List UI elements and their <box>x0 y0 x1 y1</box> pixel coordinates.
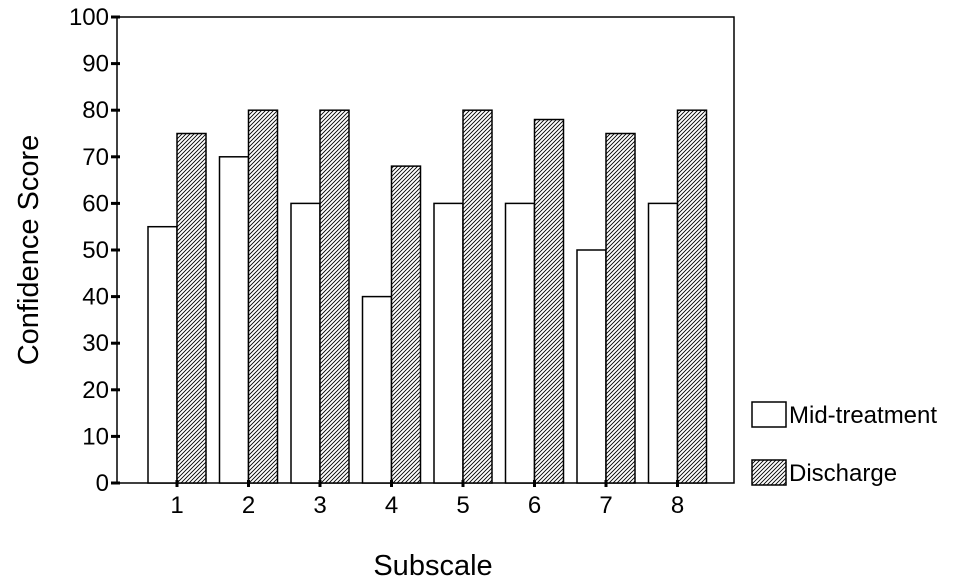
bar-mid-treatment-8 <box>647 202 679 484</box>
legend-swatch-discharge <box>751 459 787 486</box>
x-tick-label-8: 8 <box>671 492 684 519</box>
bar-discharge-8 <box>676 109 708 484</box>
x-tick-label-5: 5 <box>456 492 469 519</box>
bar-discharge-4 <box>390 165 422 484</box>
bar-mid-treatment-3 <box>290 202 321 484</box>
bar-mid-treatment-2 <box>218 156 250 484</box>
legend-swatch-mid-treatment <box>751 401 787 428</box>
bar-discharge-2 <box>247 109 279 484</box>
y-tick-label-60: 60 <box>82 190 109 217</box>
y-tick-label-20: 20 <box>82 377 109 404</box>
bar-discharge-1 <box>176 132 207 484</box>
bar-mid-treatment-7 <box>576 249 607 484</box>
bar-mid-treatment-1 <box>147 225 178 484</box>
y-tick-label-50: 50 <box>82 237 109 264</box>
y-tick-label-90: 90 <box>82 51 109 78</box>
x-tick-label-2: 2 <box>242 492 255 519</box>
x-tick-label-7: 7 <box>599 492 612 519</box>
x-tick-label-3: 3 <box>313 492 326 519</box>
x-tick-label-1: 1 <box>170 492 183 519</box>
y-tick-label-10: 10 <box>82 423 109 450</box>
y-tick-label-70: 70 <box>82 144 109 171</box>
legend: Mid-treatment Discharge <box>751 401 937 487</box>
bar-mid-treatment-6 <box>504 202 536 484</box>
y-tick-label-30: 30 <box>82 330 109 357</box>
legend-label-discharge: Discharge <box>789 460 897 487</box>
bar-mid-treatment-4 <box>361 295 393 484</box>
plot-area-frame <box>116 16 735 484</box>
y-tick-label-40: 40 <box>82 284 109 311</box>
bar-discharge-7 <box>605 132 636 484</box>
bar-discharge-6 <box>533 118 565 484</box>
bar-discharge-3 <box>319 109 350 484</box>
y-tick-label-0: 0 <box>96 470 109 497</box>
y-axis-title: Confidence Score <box>13 135 45 366</box>
bar-discharge-5 <box>462 109 493 484</box>
x-tick-label-4: 4 <box>385 492 398 519</box>
x-tick-label-6: 6 <box>528 492 541 519</box>
x-axis-title: Subscale <box>373 550 492 582</box>
bar-mid-treatment-5 <box>433 202 464 484</box>
legend-label-mid-treatment: Mid-treatment <box>789 402 937 429</box>
y-tick-label-80: 80 <box>82 97 109 124</box>
y-tick-label-100: 100 <box>69 4 109 31</box>
